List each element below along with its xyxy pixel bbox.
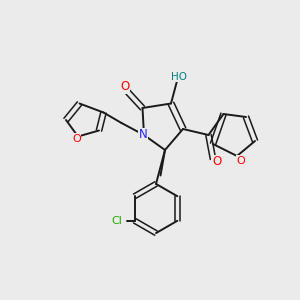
Text: O: O: [212, 155, 221, 169]
Text: O: O: [72, 134, 81, 144]
Text: O: O: [236, 155, 245, 166]
Text: Cl: Cl: [111, 216, 122, 226]
Text: HO: HO: [170, 71, 187, 82]
Text: N: N: [139, 128, 148, 142]
Text: O: O: [120, 80, 129, 94]
